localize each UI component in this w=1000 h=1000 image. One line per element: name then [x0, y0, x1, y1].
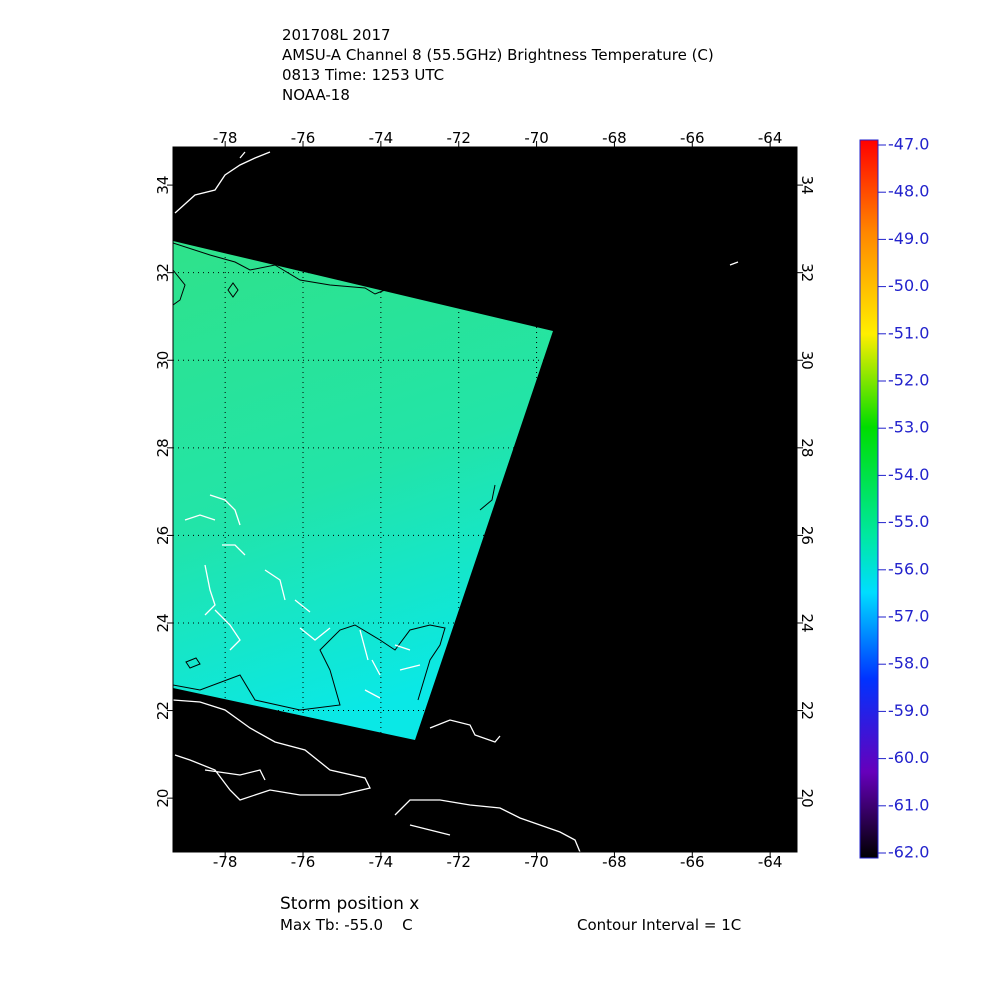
coastline	[174, 151, 271, 214]
map-frame	[172, 146, 798, 853]
colorbar-tick-label: -58.0	[888, 654, 929, 673]
colorbar-tick-label: -57.0	[888, 607, 929, 626]
lon-tick-label: -64	[758, 853, 783, 871]
footer: Storm position x Max Tb: -55.0 C Contour…	[280, 894, 741, 934]
lat-tick-label: 30	[154, 351, 172, 370]
lat-tick-label: 34	[154, 176, 172, 195]
lon-tick-label: -70	[524, 129, 549, 147]
lat-tick-label: 28	[154, 438, 172, 457]
lon-tick-label: -72	[446, 129, 471, 147]
lon-tick-label: -76	[291, 129, 316, 147]
lat-tick-label: 30	[798, 351, 816, 370]
colorbar	[859, 139, 879, 859]
map-area	[173, 147, 797, 852]
contour	[173, 242, 391, 295]
title-line: 201708L 2017	[282, 26, 391, 44]
lat-tick-label: 22	[798, 701, 816, 720]
lon-tick-label: -66	[680, 129, 705, 147]
lat-tick-label: 32	[154, 263, 172, 282]
lat-tick-label: 22	[154, 701, 172, 720]
contour	[479, 484, 496, 511]
colorbar-tick-label: -55.0	[888, 512, 929, 531]
lon-tick-label: -74	[369, 853, 394, 871]
lon-tick-label: -74	[369, 129, 394, 147]
lat-tick-label: 32	[798, 263, 816, 282]
lat-tick-label: 26	[798, 526, 816, 545]
lat-tick-label: 26	[154, 526, 172, 545]
colorbar-tick-label: -56.0	[888, 559, 929, 578]
storm-position: Storm position x	[280, 894, 419, 914]
title-line: AMSU-A Channel 8 (55.5GHz) Brightness Te…	[282, 46, 714, 64]
contour	[173, 269, 186, 306]
colorbar-tick-label: -54.0	[888, 465, 929, 484]
lon-tick-label: -70	[524, 853, 549, 871]
title-line: NOAA-18	[282, 86, 350, 104]
lat-tick-label: 24	[798, 613, 816, 632]
lon-tick-label: -64	[758, 129, 783, 147]
contour	[185, 657, 201, 669]
lon-tick-label: -76	[291, 853, 316, 871]
colorbar-tick-label: -59.0	[888, 701, 929, 720]
lat-tick-label: 20	[154, 789, 172, 808]
contour	[227, 282, 239, 298]
colorbar-tick-label: -49.0	[888, 229, 929, 248]
axes: -78 -78 -76 -76 -74 -74 -72 -72 -70 -70 -68 -68 -66 -…	[154, 129, 816, 871]
contour-interval: Contour Interval = 1C	[577, 916, 741, 934]
colorbar-tick-label: -53.0	[888, 418, 929, 437]
title-line: 0813 Time: 1253 UTC	[282, 66, 444, 84]
colorbar-tick-label: -47.0	[888, 135, 929, 154]
colorbar-tick-label: -48.0	[888, 182, 929, 201]
lon-tick-label: -68	[602, 129, 627, 147]
header: 201708L 2017 AMSU-A Channel 8 (55.5GHz) …	[282, 26, 714, 104]
grid	[173, 147, 797, 852]
lat-tick-label: 34	[798, 176, 816, 195]
lat-tick-label: 24	[154, 613, 172, 632]
lon-tick-label: -66	[680, 853, 705, 871]
lon-tick-label: -72	[446, 853, 471, 871]
coastline	[184, 261, 739, 699]
colorbar-tick-label: -52.0	[888, 371, 929, 390]
coastline	[394, 719, 581, 852]
colorbar-tick-label: -62.0	[888, 843, 929, 862]
colorbar-ticks: -47.0 -48.0 -49.0 -50.0 -51.0 -52.0 -53.0 -54.0…	[878, 135, 929, 862]
colorbar-tick-label: -60.0	[888, 748, 929, 767]
satellite-swath	[173, 241, 553, 740]
max-tb: Max Tb: -55.0 C	[280, 916, 413, 934]
colorbar-tick-label: -50.0	[888, 276, 929, 295]
contour	[173, 624, 446, 711]
coastline	[173, 699, 371, 801]
colorbar-tick-label: -61.0	[888, 795, 929, 814]
lon-tick-label: -68	[602, 853, 627, 871]
lon-tick-label: -78	[213, 129, 238, 147]
colorbar-tick-label: -51.0	[888, 323, 929, 342]
lat-tick-label: 28	[798, 438, 816, 457]
lat-tick-label: 20	[798, 789, 816, 808]
lon-tick-label: -78	[213, 853, 238, 871]
